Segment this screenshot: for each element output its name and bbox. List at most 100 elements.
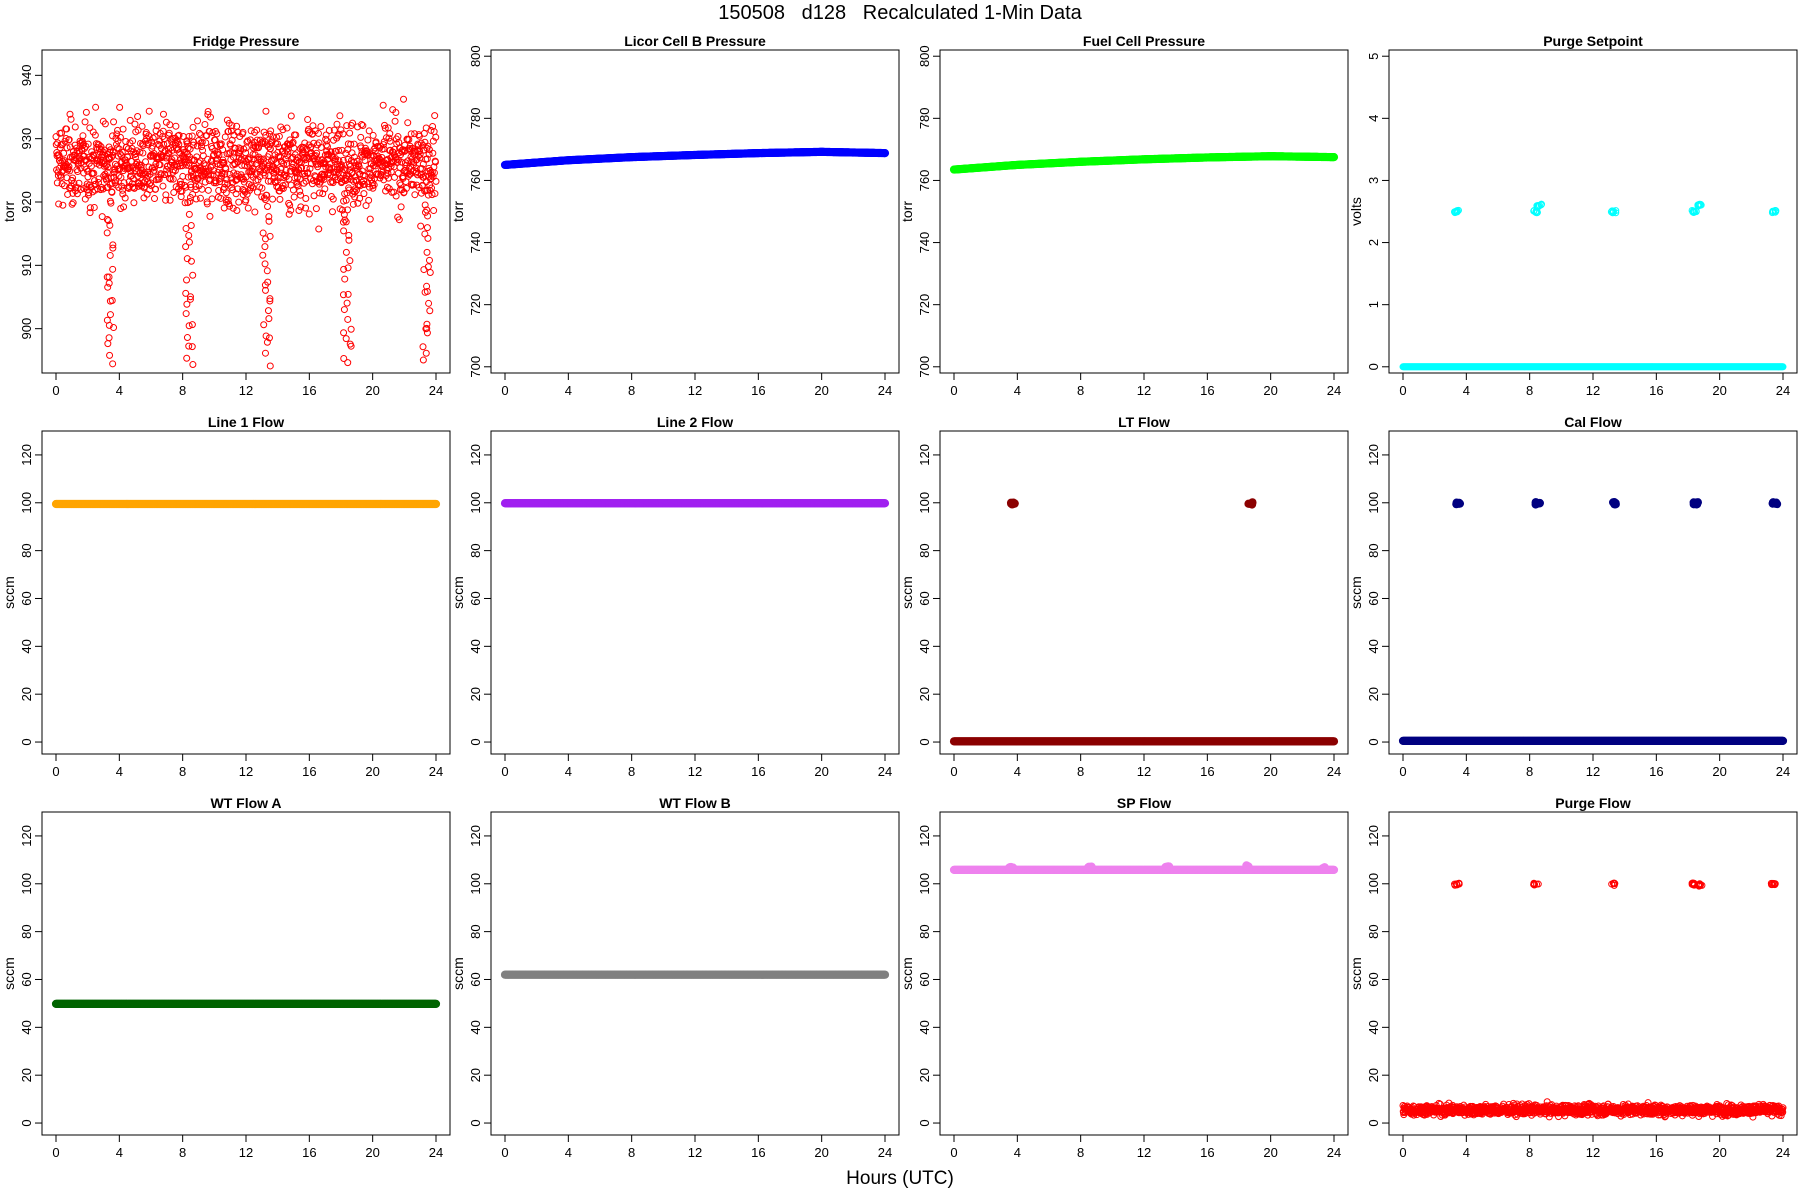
data-point (172, 122, 180, 130)
data-point (261, 260, 269, 268)
data-point (182, 243, 190, 251)
plot-frame (939, 430, 1349, 755)
data-point (183, 137, 191, 145)
x-tick-label: 4 (565, 764, 572, 779)
data-point (213, 141, 221, 149)
data-point (223, 176, 231, 184)
data-point (126, 116, 134, 124)
data-point (136, 148, 144, 156)
data-point (315, 225, 323, 233)
plot-frame (490, 430, 900, 755)
data-point (174, 145, 182, 153)
data-point (285, 210, 293, 218)
y-tick-label: 720 (468, 294, 483, 316)
data-point (108, 188, 116, 196)
data-point (182, 310, 190, 318)
data-point (260, 321, 268, 329)
y-axis-label: torr (450, 201, 466, 222)
data-point (205, 167, 213, 175)
data-point (121, 194, 129, 202)
y-tick-label: 930 (19, 128, 34, 150)
x-tick-label: 16 (302, 764, 316, 779)
panel-title: Licor Cell B Pressure (624, 33, 766, 49)
panel-fuel-cell-pressure: Fuel Cell Pressuretorr700720740760780800… (899, 33, 1349, 398)
data-point (58, 129, 66, 137)
data-point (204, 108, 212, 116)
data-point (80, 152, 88, 160)
data-point (424, 234, 432, 242)
data-point (199, 146, 207, 154)
data-point (279, 185, 287, 193)
data-point (166, 196, 174, 204)
data-point (239, 128, 247, 136)
data-point (109, 265, 117, 273)
data-point (182, 148, 190, 156)
data-point (147, 179, 155, 187)
y-tick-label: 120 (468, 444, 483, 466)
data-point (243, 190, 251, 198)
data-point (133, 147, 141, 155)
data-point (400, 95, 408, 103)
y-tick-label: 720 (917, 294, 932, 316)
x-tick-label: 20 (365, 383, 379, 398)
data-point (261, 235, 269, 243)
data-point (145, 107, 153, 115)
data-point (144, 172, 152, 180)
y-tick-label: 100 (468, 492, 483, 514)
data-point (305, 210, 313, 218)
data-point (206, 113, 214, 121)
x-tick-label: 20 (1263, 383, 1277, 398)
data-point (134, 113, 142, 121)
data-point (261, 171, 269, 179)
data-point (243, 138, 251, 146)
data-point (244, 204, 252, 212)
data-point (234, 185, 242, 193)
data-point (228, 122, 236, 130)
data-point (119, 125, 127, 133)
data-point (65, 163, 73, 171)
data-point (65, 136, 73, 144)
data-point (235, 198, 243, 206)
data-point (431, 112, 439, 120)
data-point (262, 131, 270, 139)
data-point (52, 133, 60, 141)
data-point (256, 173, 264, 181)
data-point (210, 151, 218, 159)
data-point (116, 133, 124, 141)
data-point (95, 179, 103, 187)
data-point (156, 161, 164, 169)
data-point (229, 186, 237, 194)
y-tick-label: 100 (917, 492, 932, 514)
x-tick-label: 24 (878, 383, 892, 398)
data-point (116, 150, 124, 158)
data-point (279, 126, 287, 134)
data-point (273, 133, 281, 141)
data-point (224, 180, 232, 188)
data-point (87, 162, 95, 170)
data-point (81, 195, 89, 203)
y-tick-label: 0 (1366, 363, 1381, 370)
data-point (197, 139, 205, 147)
data-point (204, 186, 212, 194)
y-tick-label: 40 (917, 639, 932, 653)
data-point (170, 189, 178, 197)
y-tick-label: 800 (917, 45, 932, 67)
data-point (163, 166, 171, 174)
data-point (419, 343, 427, 351)
data-point (69, 174, 77, 182)
data-point (880, 149, 890, 158)
data-point (213, 130, 221, 138)
data-point (198, 138, 206, 146)
data-point (206, 212, 214, 220)
data-point (131, 153, 139, 161)
data-point (423, 248, 431, 256)
data-point (264, 307, 272, 315)
x-tick-label: 4 (1014, 383, 1021, 398)
x-tick-label: 0 (1399, 383, 1406, 398)
data-point (426, 269, 434, 277)
x-tick-label: 20 (1263, 764, 1277, 779)
data-point (189, 123, 197, 131)
data-point (109, 360, 117, 368)
y-tick-label: 760 (917, 170, 932, 192)
